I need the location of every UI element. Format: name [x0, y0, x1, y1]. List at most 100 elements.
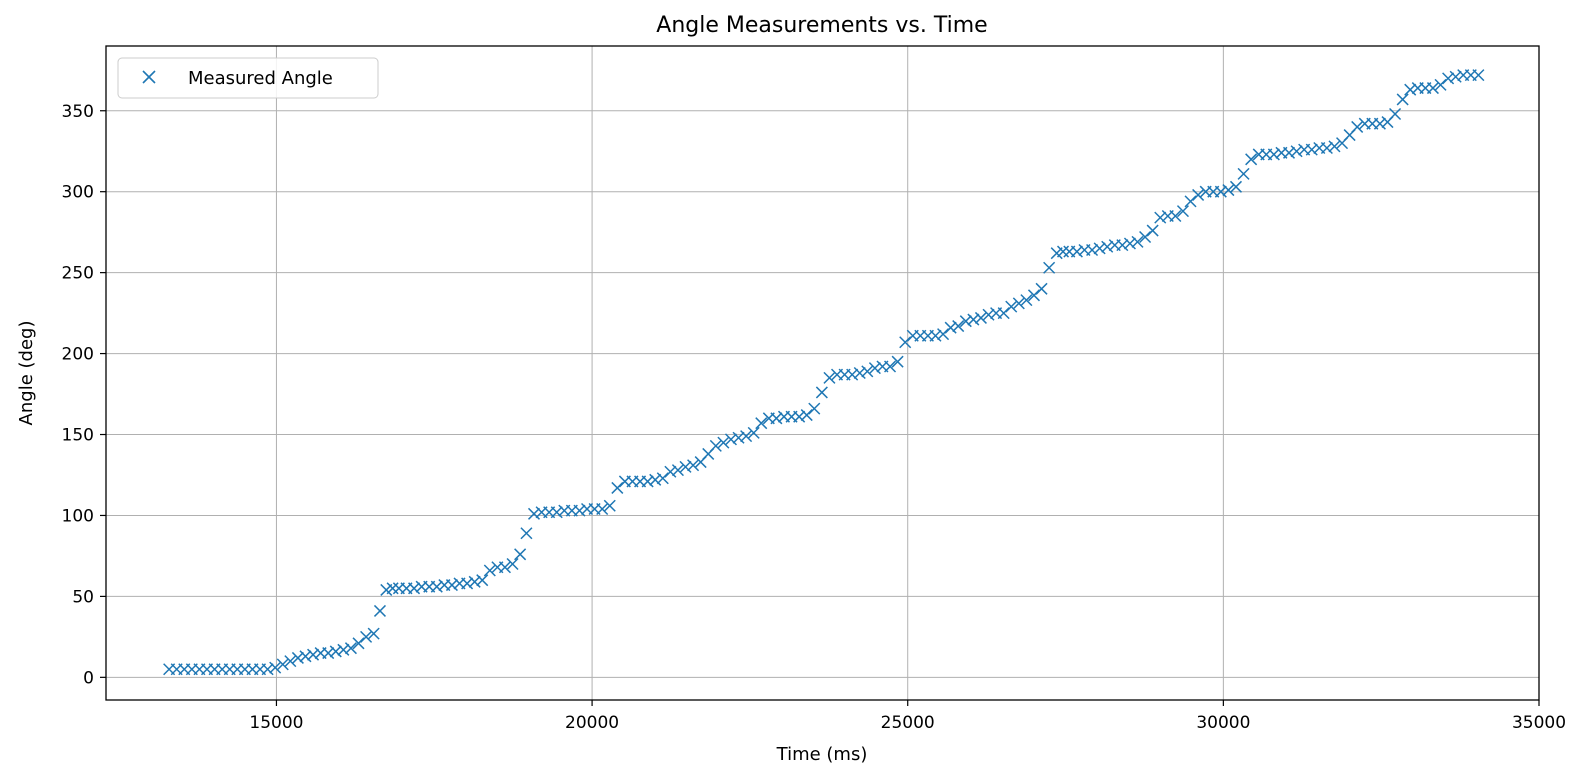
data-point	[1035, 282, 1048, 295]
data-point	[861, 365, 874, 378]
data-point	[1282, 146, 1296, 159]
data-point	[1449, 70, 1462, 83]
legend-label: Measured Angle	[188, 68, 333, 89]
x-tick-label: 15000	[249, 713, 303, 733]
data-point	[959, 315, 972, 328]
data-point	[269, 661, 282, 674]
data-point	[823, 371, 836, 384]
data-point	[853, 366, 866, 380]
data-point	[1169, 209, 1182, 223]
data-point	[329, 645, 342, 658]
x-tick-label: 20000	[565, 713, 619, 733]
data-point	[1237, 167, 1250, 180]
y-tick-label: 250	[62, 264, 94, 284]
data-point	[445, 579, 458, 592]
data-point	[1012, 297, 1025, 310]
data-point	[1123, 237, 1136, 250]
data-point	[573, 504, 586, 517]
data-point	[1328, 140, 1341, 153]
data-point	[527, 507, 541, 520]
data-point	[483, 564, 496, 577]
data-point	[1093, 242, 1106, 255]
data-point	[671, 464, 684, 477]
y-axis-label: Angle (deg)	[16, 321, 37, 426]
data-point	[793, 410, 806, 423]
data-point	[1229, 180, 1243, 193]
legend-box	[117, 57, 379, 99]
y-tick-label: 150	[62, 426, 94, 446]
data-point	[1245, 153, 1258, 166]
data-point	[476, 574, 489, 587]
data-point	[747, 426, 760, 439]
data-point	[1131, 235, 1144, 248]
data-point	[1027, 289, 1041, 302]
data-point	[929, 329, 942, 342]
y-tick-label: 0	[83, 668, 94, 688]
data-point	[770, 412, 783, 425]
x-axis-ticks: 15000 20000 25000 30000 35000	[249, 700, 1566, 733]
data-point	[1214, 185, 1227, 198]
data-point	[808, 402, 821, 415]
data-point	[468, 575, 481, 588]
data-point	[284, 655, 297, 668]
data-point	[1404, 83, 1417, 96]
legend-marker-x-icon	[142, 70, 156, 84]
data-point	[1146, 224, 1159, 237]
x-axis-label: Time (ms)	[776, 744, 868, 765]
data-point	[641, 475, 654, 488]
x-tick-label: 35000	[1512, 713, 1566, 733]
data-point	[337, 643, 350, 656]
data-point	[506, 557, 519, 571]
data-point	[1020, 294, 1033, 307]
data-point	[656, 472, 669, 485]
data-point	[687, 459, 700, 472]
data-point	[603, 499, 616, 512]
data-point	[498, 561, 511, 574]
x-tick-label: 25000	[881, 713, 935, 733]
data-point	[1043, 261, 1056, 274]
data-point	[1176, 205, 1189, 218]
data-point	[815, 386, 828, 399]
data-point	[1005, 300, 1018, 313]
data-point	[373, 604, 387, 617]
data-point	[724, 433, 737, 446]
data-point	[514, 548, 527, 561]
data-point	[1222, 184, 1235, 197]
data-point	[982, 308, 995, 321]
data-point	[611, 481, 624, 494]
y-axis-ticks: 0 50 100 150 200 250 300 350	[62, 102, 106, 688]
data-point	[261, 663, 274, 676]
data-point	[891, 355, 904, 368]
data-point	[679, 460, 692, 473]
data-point	[276, 658, 289, 671]
data-point	[1434, 78, 1447, 91]
data-point	[649, 473, 662, 486]
data-point	[800, 409, 813, 422]
data-point	[997, 307, 1010, 320]
data-point	[1139, 230, 1152, 244]
data-point	[944, 321, 957, 334]
data-point	[291, 651, 304, 664]
data-point	[1389, 107, 1402, 121]
data-point	[299, 650, 312, 663]
data-point	[550, 506, 563, 519]
data-point	[1442, 72, 1455, 85]
data-point	[868, 362, 881, 375]
data-point	[1290, 145, 1303, 158]
y-tick-label: 300	[62, 183, 94, 203]
data-point	[360, 630, 373, 643]
legend: Measured Angle	[117, 57, 379, 99]
data-point	[1070, 245, 1083, 258]
y-tick-label: 100	[62, 506, 94, 526]
data-points	[163, 69, 1485, 676]
data-point	[846, 368, 859, 381]
plot-area-frame	[105, 45, 1540, 701]
data-point	[461, 577, 474, 590]
data-point	[1426, 82, 1439, 95]
data-point	[1192, 188, 1205, 201]
data-point	[1101, 240, 1114, 253]
y-tick-label: 350	[62, 102, 94, 122]
data-point	[1116, 239, 1129, 252]
grid-lines	[106, 46, 1539, 700]
